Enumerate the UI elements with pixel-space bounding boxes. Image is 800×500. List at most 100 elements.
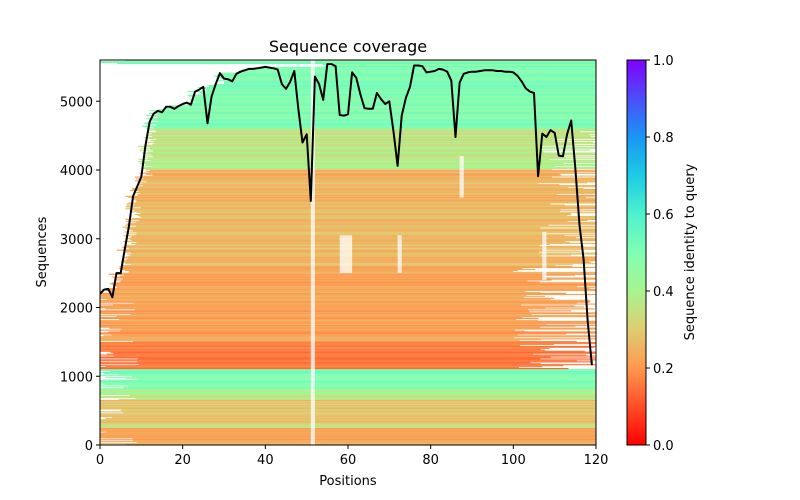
heatmap-row <box>138 159 550 161</box>
heatmap-row <box>100 388 596 390</box>
heatmap-row <box>152 136 591 138</box>
heatmap-row <box>125 60 596 62</box>
heatmap-row <box>116 287 595 289</box>
heatmap-row <box>136 232 596 234</box>
heatmap-row <box>152 143 574 145</box>
heatmap-row <box>131 198 596 200</box>
heatmap-row <box>108 331 596 333</box>
heatmap-row <box>192 99 596 101</box>
y-tick-label: 1000 <box>60 370 93 385</box>
x-tick-label: 80 <box>422 453 439 468</box>
heatmap-row <box>125 263 596 265</box>
heatmap-row <box>120 266 596 269</box>
heatmap-row <box>100 386 596 388</box>
heatmap-row <box>140 163 564 165</box>
heatmap-row <box>119 281 540 283</box>
heatmap-row <box>158 116 596 118</box>
heatmap-row <box>194 97 596 99</box>
heatmap-row <box>136 200 596 202</box>
heatmap-row <box>256 68 596 70</box>
heatmap-row <box>152 174 562 176</box>
heatmap-row <box>100 336 596 338</box>
heatmap-row <box>143 157 567 159</box>
heatmap-row <box>117 277 596 279</box>
heatmap-row <box>105 376 596 378</box>
heatmap-row <box>100 303 596 305</box>
heatmap-gap <box>459 156 464 198</box>
heatmap-row <box>119 373 596 375</box>
heatmap-row <box>125 218 596 220</box>
heatmap-row <box>146 135 596 137</box>
heatmap-row <box>122 226 596 228</box>
heatmap-row <box>145 163 596 166</box>
heatmap-row <box>100 326 541 328</box>
heatmap-row <box>131 217 596 220</box>
heatmap-row <box>241 71 596 73</box>
heatmap-row <box>100 369 596 372</box>
heatmap-row <box>111 292 541 294</box>
heatmap-row <box>121 409 596 411</box>
heatmap-row <box>100 435 596 437</box>
heatmap-row <box>100 381 596 383</box>
heatmap-row <box>100 349 545 351</box>
heatmap-row <box>105 308 595 310</box>
heatmap-row <box>109 327 596 329</box>
heatmap-row <box>140 207 596 209</box>
heatmap-row <box>170 105 596 107</box>
heatmap-row <box>217 74 596 76</box>
heatmap-row <box>126 220 568 222</box>
heatmap-row <box>127 228 596 230</box>
heatmap-row <box>153 150 543 152</box>
heatmap-row <box>209 86 596 88</box>
coverage-line <box>100 63 593 366</box>
heatmap-row <box>219 77 596 79</box>
heatmap-row <box>173 107 596 109</box>
heatmap-row <box>119 330 525 332</box>
heatmap-row <box>149 110 596 112</box>
heatmap-row <box>146 128 596 130</box>
heatmap-row <box>132 189 596 191</box>
heatmap-row <box>106 290 596 292</box>
heatmap-row <box>100 367 519 369</box>
heatmap-row <box>135 180 596 182</box>
heatmap-row <box>125 377 596 379</box>
heatmap-row <box>128 202 596 204</box>
heatmap-row <box>137 184 560 186</box>
heatmap-row <box>130 211 560 213</box>
heatmap-row <box>100 332 596 334</box>
heatmap-row <box>220 78 596 80</box>
heatmap-row <box>126 203 551 205</box>
heatmap-row <box>100 310 572 312</box>
heatmap-row <box>114 279 552 281</box>
heatmap-row <box>128 247 596 249</box>
heatmap-row <box>140 213 571 215</box>
heatmap-row <box>187 90 596 92</box>
colorbar-label: Sequence identity to query <box>683 163 698 340</box>
heatmap-row <box>128 196 586 198</box>
heatmap-row <box>324 65 596 67</box>
heatmap-row <box>135 201 596 203</box>
heatmap-row <box>156 138 554 141</box>
y-tick-label: 3000 <box>60 233 93 248</box>
heatmap-row <box>151 154 596 156</box>
x-tick-label: 120 <box>584 453 609 468</box>
heatmap-row <box>126 223 596 225</box>
heatmap-row <box>147 158 596 160</box>
heatmap-row <box>146 170 596 172</box>
heatmap-row <box>145 114 596 117</box>
heatmap-row <box>100 416 596 418</box>
heatmap-row <box>138 364 596 366</box>
heatmap-row <box>149 134 590 136</box>
heatmap-row <box>149 138 596 140</box>
heatmap-row <box>189 95 596 97</box>
heatmap-row <box>126 233 547 235</box>
heatmap-row <box>140 216 596 219</box>
heatmap-row <box>135 397 596 399</box>
heatmap-row <box>208 85 596 87</box>
heatmap-row <box>100 329 516 331</box>
heatmap-row <box>134 204 565 206</box>
heatmap-row <box>120 275 544 277</box>
heatmap-row <box>141 183 539 185</box>
heatmap-row <box>105 366 543 368</box>
heatmap-row <box>126 256 596 258</box>
